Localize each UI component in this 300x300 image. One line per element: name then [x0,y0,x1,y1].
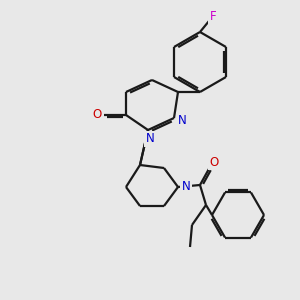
Text: N: N [178,113,186,127]
Text: N: N [182,181,190,194]
Text: O: O [209,155,219,169]
Text: F: F [210,10,216,22]
Text: O: O [92,109,102,122]
Text: N: N [146,133,154,146]
